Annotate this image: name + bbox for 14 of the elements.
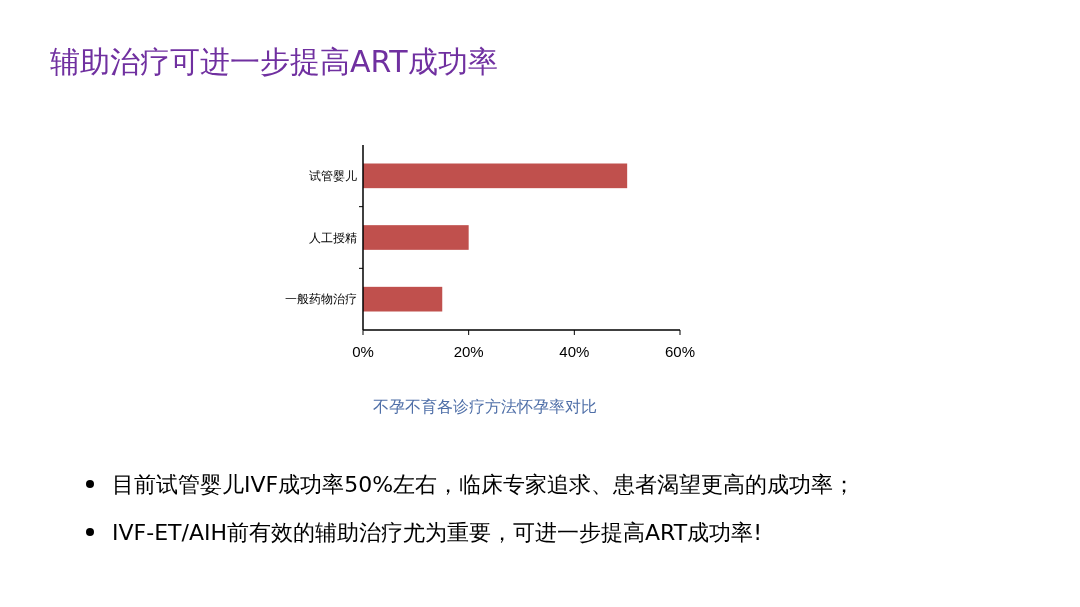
text: 目前试管婴儿IVF成功率50%左右，临床专家追求、患者渴望更高的成功率； bbox=[112, 472, 856, 497]
text: IVF-ET/AIH前有效的辅助治疗尤为重要，可进一步提高ART成功率! bbox=[112, 520, 762, 545]
y-tick-label: 人工授精 bbox=[309, 230, 357, 245]
bar bbox=[363, 225, 469, 250]
y-tick-label: 一般药物治疗 bbox=[285, 292, 357, 307]
chart-title: 辅助治疗可进一步提高ART成功率 bbox=[50, 44, 498, 79]
y-tick-label: 试管婴儿 bbox=[309, 168, 357, 183]
x-tick-label: 60% bbox=[664, 343, 696, 360]
x-tick-label: 20% bbox=[453, 343, 484, 360]
x-tick-label: 0% bbox=[352, 343, 374, 360]
bar bbox=[363, 286, 443, 312]
x-tick-label: 40% bbox=[559, 343, 590, 360]
bar bbox=[363, 163, 628, 189]
text: 不孕不育各诊疗方法怀孕率对比 bbox=[373, 397, 597, 416]
